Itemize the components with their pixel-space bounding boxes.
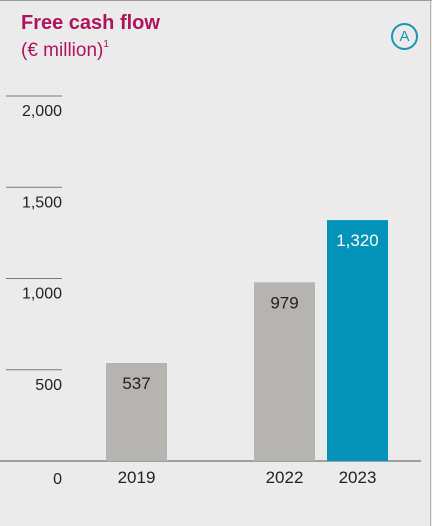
x-category-label: 2019 <box>118 468 156 487</box>
y-tick-label: 1,500 <box>22 194 62 211</box>
y-tick-label: 0 <box>53 471 62 488</box>
chart-subtitle: (€ million)1 <box>21 38 109 62</box>
bar-2019 <box>106 362 167 461</box>
y-tick-label: 500 <box>35 377 62 394</box>
y-tick-label: 1,000 <box>22 286 62 303</box>
unit-label: (€ million) <box>21 40 104 61</box>
top-divider <box>0 0 432 1</box>
y-tick-label: 2,000 <box>22 103 62 120</box>
bar-2022 <box>254 282 315 461</box>
section-badge: A <box>391 23 418 50</box>
bar-2023 <box>327 220 388 461</box>
footnote-marker: 1 <box>103 38 109 50</box>
bar-value-label: 537 <box>122 374 150 393</box>
bar-value-label: 979 <box>270 293 298 312</box>
x-category-label: 2022 <box>266 468 304 487</box>
right-divider <box>430 0 431 526</box>
x-category-label: 2023 <box>339 468 377 487</box>
bar-value-label: 1,320 <box>336 231 379 250</box>
chart-title: Free cash flow <box>21 12 160 34</box>
